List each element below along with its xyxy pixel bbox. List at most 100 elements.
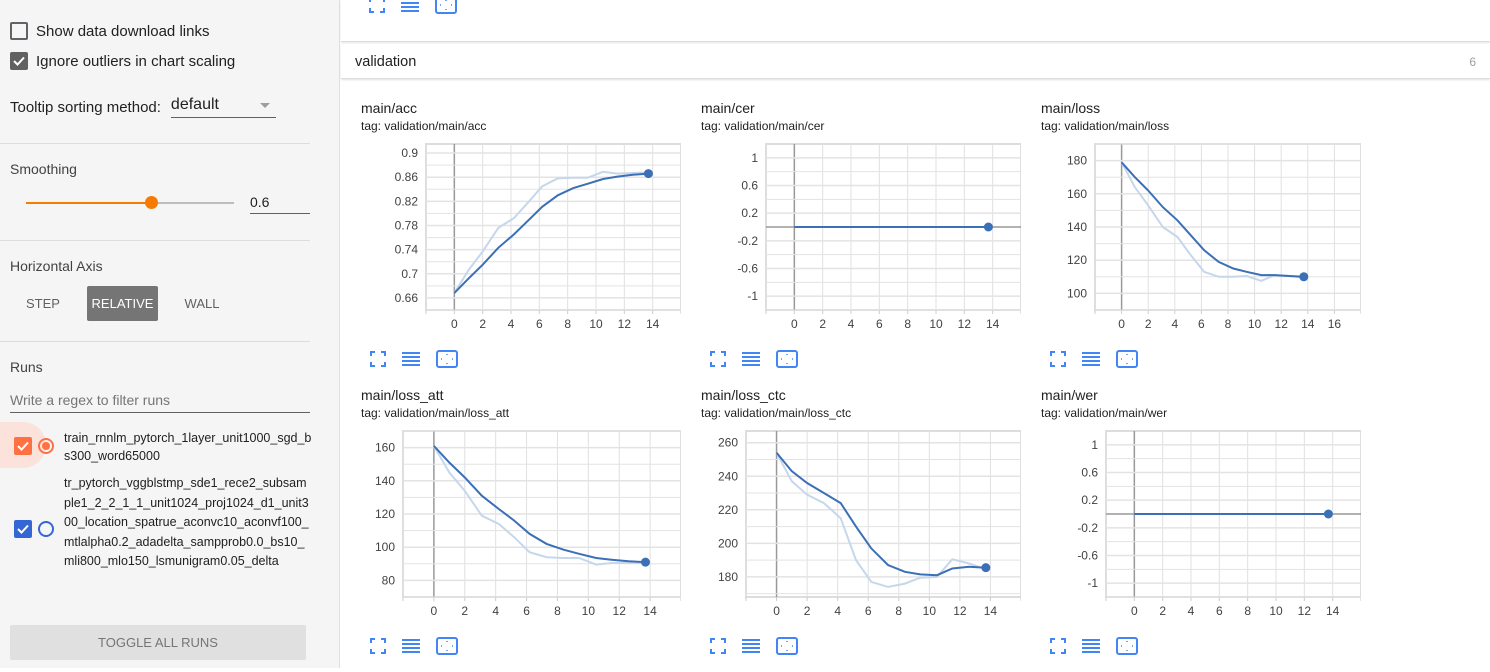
smoothing-slider[interactable] bbox=[26, 196, 234, 209]
svg-text:12: 12 bbox=[1275, 317, 1289, 331]
run-radio-selected[interactable] bbox=[38, 438, 54, 454]
line-chart[interactable]: 80 100 120 140 160 0 2 4 6 8 10 12 14 bbox=[341, 417, 681, 637]
list-icon[interactable] bbox=[401, 638, 421, 654]
list-icon[interactable] bbox=[741, 638, 761, 654]
checkbox-box[interactable] bbox=[10, 22, 28, 40]
tooltip-sorting-label: Tooltip sorting method: bbox=[10, 98, 161, 116]
chart-tag: tag: validation/main/wer bbox=[1041, 406, 1168, 420]
axis-wall-button[interactable]: WALL bbox=[184, 296, 220, 311]
fullscreen-icon[interactable] bbox=[710, 638, 726, 654]
fit-domain-icon[interactable] bbox=[776, 637, 798, 655]
svg-text:0: 0 bbox=[1131, 604, 1138, 618]
list-icon[interactable] bbox=[1081, 638, 1101, 654]
card-toolbar bbox=[1050, 350, 1138, 368]
svg-text:6: 6 bbox=[536, 317, 543, 331]
svg-text:0.2: 0.2 bbox=[741, 206, 758, 220]
svg-text:6: 6 bbox=[865, 604, 872, 618]
fit-domain-icon[interactable] bbox=[436, 637, 458, 655]
fit-domain-icon[interactable] bbox=[1116, 637, 1138, 655]
caret-down-icon bbox=[259, 102, 270, 108]
svg-text:-0.6: -0.6 bbox=[737, 262, 758, 276]
svg-text:6: 6 bbox=[876, 317, 883, 331]
list-icon[interactable] bbox=[400, 0, 420, 13]
card-toolbar bbox=[710, 350, 798, 368]
line-chart[interactable]: 100 120 140 160 180 0 2 4 6 8 10 12 14 16 bbox=[1021, 130, 1361, 350]
fullscreen-icon[interactable] bbox=[370, 351, 386, 367]
svg-text:180: 180 bbox=[1067, 154, 1087, 168]
list-icon[interactable] bbox=[741, 351, 761, 367]
chart-tag: tag: validation/main/loss_att bbox=[361, 406, 510, 420]
svg-text:-0.2: -0.2 bbox=[737, 234, 758, 248]
svg-text:0.78: 0.78 bbox=[395, 218, 419, 232]
line-chart[interactable]: -1-0.6-0.20.20.610 2 4 6 8 10 12 14 bbox=[1021, 417, 1361, 637]
line-chart[interactable]: 180 200 220 240 260 0 2 4 6 8 10 12 14 bbox=[681, 417, 1021, 637]
run-name: tr_pytorch_vggblstmp_sde1_rece2_subsampl… bbox=[64, 476, 309, 568]
svg-text:2: 2 bbox=[804, 604, 811, 618]
card-toolbar bbox=[710, 637, 798, 655]
tooltip-sorting-value: default bbox=[170, 96, 219, 113]
svg-text:14: 14 bbox=[643, 604, 657, 618]
card-toolbar bbox=[1050, 637, 1138, 655]
tooltip-sorting-dropdown[interactable]: default bbox=[170, 96, 276, 118]
run-radio[interactable] bbox=[38, 521, 54, 537]
line-chart[interactable]: -1-0.6-0.20.20.610 2 4 6 8 10 12 14 bbox=[681, 130, 1021, 350]
divider bbox=[0, 240, 310, 241]
run-checkbox[interactable] bbox=[14, 520, 32, 538]
fullscreen-icon[interactable] bbox=[710, 351, 726, 367]
check-icon bbox=[17, 524, 29, 534]
fit-domain-icon[interactable] bbox=[435, 0, 457, 14]
smoothing-value-input[interactable]: 0.6 bbox=[250, 194, 310, 214]
svg-text:12: 12 bbox=[1298, 604, 1312, 618]
svg-text:80: 80 bbox=[382, 573, 396, 587]
list-icon[interactable] bbox=[401, 351, 421, 367]
svg-text:14: 14 bbox=[984, 604, 998, 618]
ignore-outliers-checkbox[interactable]: Ignore outliers in chart scaling bbox=[10, 52, 235, 70]
svg-text:10: 10 bbox=[582, 604, 596, 618]
fullscreen-icon[interactable] bbox=[369, 0, 385, 13]
svg-text:8: 8 bbox=[564, 317, 571, 331]
svg-text:0.86: 0.86 bbox=[395, 170, 419, 184]
fit-domain-icon[interactable] bbox=[436, 350, 458, 368]
list-icon[interactable] bbox=[1081, 351, 1101, 367]
fullscreen-icon[interactable] bbox=[370, 638, 386, 654]
checkbox-box-checked[interactable] bbox=[10, 52, 28, 70]
chart-card: main/loss_att tag: validation/main/loss_a… bbox=[341, 387, 681, 672]
svg-text:4: 4 bbox=[492, 604, 499, 618]
svg-text:0.74: 0.74 bbox=[395, 243, 419, 257]
toggle-all-runs-button[interactable]: TOGGLE ALL RUNS bbox=[10, 625, 306, 660]
chart-title: main/cer bbox=[701, 100, 755, 116]
svg-text:-0.6: -0.6 bbox=[1077, 549, 1098, 563]
svg-text:180: 180 bbox=[718, 570, 738, 584]
run-checkbox[interactable] bbox=[14, 437, 32, 455]
svg-text:12: 12 bbox=[958, 317, 972, 331]
svg-text:1: 1 bbox=[1091, 438, 1098, 452]
fullscreen-icon[interactable] bbox=[1050, 638, 1066, 654]
category-header[interactable]: validation 6 bbox=[341, 44, 1490, 79]
chart-title: main/loss_ctc bbox=[701, 387, 786, 403]
svg-text:8: 8 bbox=[895, 604, 902, 618]
run-item[interactable]: tr_pytorch_vggblstmp_sde1_rece2_subsampl… bbox=[14, 474, 312, 572]
show-download-links-checkbox[interactable]: Show data download links bbox=[10, 22, 209, 40]
run-item[interactable]: train_rnnlm_pytorch_1layer_unit1000_sgd_… bbox=[14, 430, 312, 465]
svg-text:0.66: 0.66 bbox=[395, 291, 419, 305]
axis-step-button[interactable]: STEP bbox=[26, 296, 60, 311]
svg-text:-0.2: -0.2 bbox=[1077, 521, 1098, 535]
svg-text:160: 160 bbox=[1067, 187, 1087, 201]
axis-relative-button[interactable]: RELATIVE bbox=[87, 286, 158, 321]
svg-text:0.82: 0.82 bbox=[395, 194, 419, 208]
svg-text:6: 6 bbox=[523, 604, 530, 618]
svg-text:2: 2 bbox=[1145, 317, 1152, 331]
runs-filter-input[interactable]: Write a regex to filter runs bbox=[10, 392, 310, 413]
slider-thumb[interactable] bbox=[145, 196, 158, 209]
svg-text:2: 2 bbox=[461, 604, 468, 618]
fit-domain-icon[interactable] bbox=[1116, 350, 1138, 368]
fit-domain-icon[interactable] bbox=[776, 350, 798, 368]
svg-text:2: 2 bbox=[479, 317, 486, 331]
tooltip-sorting-row: Tooltip sorting method: default bbox=[10, 96, 276, 118]
line-chart[interactable]: 0.66 0.7 0.74 0.78 0.82 0.86 0.9 0 2 4 6 8 10 12 14 bbox=[341, 130, 681, 350]
fullscreen-icon[interactable] bbox=[1050, 351, 1066, 367]
svg-text:14: 14 bbox=[986, 317, 1000, 331]
chart-card: main/cer tag: validation/main/cer -1 -0.6 -0… bbox=[681, 100, 1021, 385]
chart-card: main/acc tag: validation/main/acc 0.66 0.7 0… bbox=[341, 100, 681, 385]
chart-tag: tag: validation/main/loss bbox=[1041, 119, 1170, 133]
